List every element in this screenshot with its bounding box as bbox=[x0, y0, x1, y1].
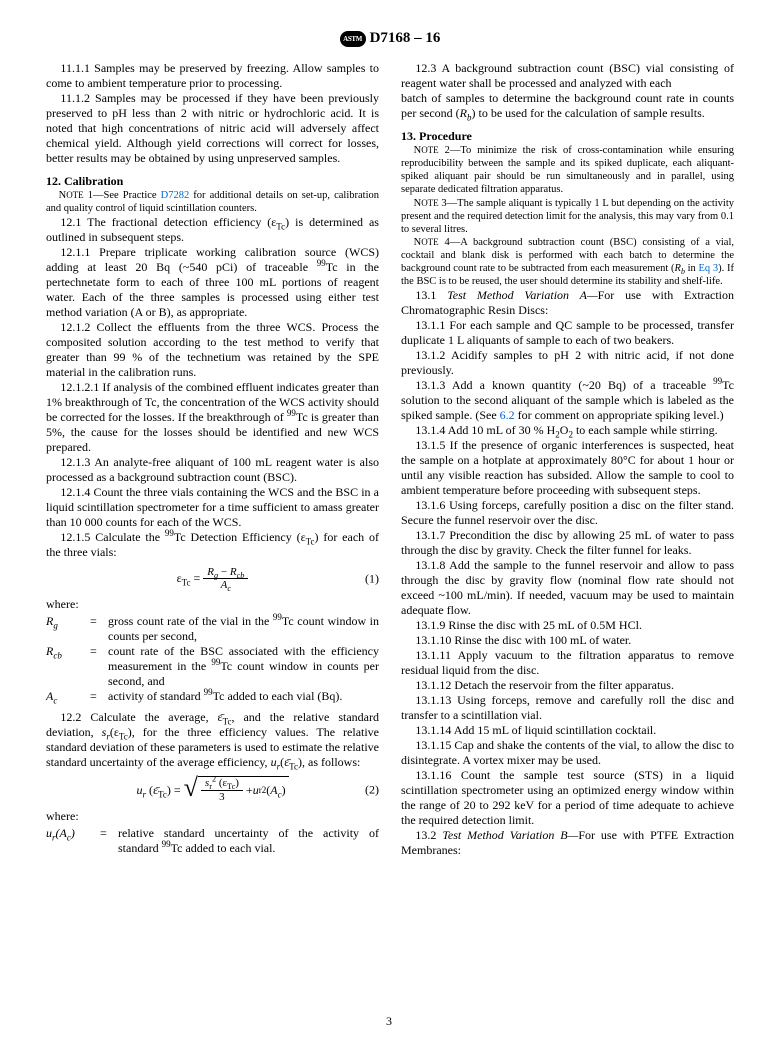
para-13-1-15: 13.1.15 Cap and shake the contents of th… bbox=[401, 738, 734, 768]
heading-12: 12. Calibration bbox=[46, 174, 379, 189]
note-1: NOTE 1—See Practice D7282 for additional… bbox=[46, 189, 379, 215]
para-11-1-2: 11.1.2 Samples may be processed if they … bbox=[46, 91, 379, 166]
varlist-2: ur(Ac)=relative standard uncertainty of … bbox=[46, 826, 379, 856]
para-13-1-7: 13.1.7 Precondition the disc by allowing… bbox=[401, 528, 734, 558]
para-13-1: 13.1 Test Method Variation A—For use wit… bbox=[401, 288, 734, 318]
astm-logo-icon: ASTM bbox=[340, 31, 366, 47]
para-12-1-5: 12.1.5 Calculate the 99Tc Detection Effi… bbox=[46, 530, 379, 560]
para-13-1-13: 13.1.13 Using forceps, remove and carefu… bbox=[401, 693, 734, 723]
body-columns: 11.1.1 Samples may be preserved by freez… bbox=[46, 61, 734, 860]
para-12-1-3: 12.1.3 An analyte-free aliquant of 100 m… bbox=[46, 455, 379, 485]
where-1: where: bbox=[46, 597, 379, 612]
para-12-1-2: 12.1.2 Collect the effluents from the th… bbox=[46, 320, 379, 380]
link-eq3[interactable]: Eq 3 bbox=[699, 263, 719, 274]
note-3: NOTE 3—The sample aliquant is typically … bbox=[401, 197, 734, 236]
page-number: 3 bbox=[0, 1014, 778, 1029]
para-13-1-16: 13.1.16 Count the sample test source (ST… bbox=[401, 768, 734, 828]
para-12-1: 12.1 The fractional detection efficiency… bbox=[46, 215, 379, 245]
para-13-1-5: 13.1.5 If the presence of organic interf… bbox=[401, 438, 734, 498]
equation-1: εTc = Rg − RcbAc (1) bbox=[46, 566, 379, 591]
para-13-1-8: 13.1.8 Add the sample to the funnel rese… bbox=[401, 558, 734, 618]
page-header: ASTM D7168 – 16 bbox=[46, 30, 734, 47]
para-13-1-11: 13.1.11 Apply vacuum to the filtration a… bbox=[401, 648, 734, 678]
eqnum-1: (1) bbox=[365, 571, 379, 586]
page: ASTM D7168 – 16 11.1.1 Samples may be pr… bbox=[0, 0, 778, 1041]
para-13-2: 13.2 Test Method Variation B—For use wit… bbox=[401, 828, 734, 858]
where-2: where: bbox=[46, 809, 379, 824]
note-2: NOTE 2—To minimize the risk of cross-con… bbox=[401, 144, 734, 197]
para-12-2: 12.2 Calculate the average, ε̄Tc, and th… bbox=[46, 710, 379, 770]
para-12-3a: 12.3 A background subtraction count (BSC… bbox=[401, 61, 734, 91]
para-12-1-2-1: 12.1.2.1 If analysis of the combined eff… bbox=[46, 380, 379, 455]
equation-2: ur (ε̄Tc) = √ sr2 (εTc)3 + ur2 (Ac) (2) bbox=[46, 776, 379, 802]
link-6-2[interactable]: 6.2 bbox=[500, 408, 515, 422]
para-12-1-1: 12.1.1 Prepare triplicate working calibr… bbox=[46, 245, 379, 320]
note-4: NOTE 4—A background subtraction count (B… bbox=[401, 236, 734, 289]
para-13-1-9: 13.1.9 Rinse the disc with 25 mL of 0.5M… bbox=[401, 618, 734, 633]
para-13-1-6: 13.1.6 Using forceps, carefully position… bbox=[401, 498, 734, 528]
para-13-1-4: 13.1.4 Add 10 mL of 30 % H2O2 to each sa… bbox=[401, 423, 734, 438]
para-13-1-14: 13.1.14 Add 15 mL of liquid scintillatio… bbox=[401, 723, 734, 738]
heading-13: 13. Procedure bbox=[401, 129, 734, 144]
doc-code: D7168 – 16 bbox=[370, 30, 441, 47]
link-d7282[interactable]: D7282 bbox=[161, 190, 190, 201]
varlist-1: Rg=gross count rate of the vial in the 9… bbox=[46, 614, 379, 704]
para-12-1-4: 12.1.4 Count the three vials containing … bbox=[46, 485, 379, 530]
para-12-3b: batch of samples to determine the backgr… bbox=[401, 91, 734, 121]
para-13-1-12: 13.1.12 Detach the reservoir from the fi… bbox=[401, 678, 734, 693]
para-13-1-1: 13.1.1 For each sample and QC sample to … bbox=[401, 318, 734, 348]
para-11-1-1: 11.1.1 Samples may be preserved by freez… bbox=[46, 61, 379, 91]
para-13-1-3: 13.1.3 Add a known quantity (~20 Bq) of … bbox=[401, 378, 734, 423]
para-13-1-2: 13.1.2 Acidify samples to pH 2 with nitr… bbox=[401, 348, 734, 378]
eqnum-2: (2) bbox=[365, 782, 379, 797]
para-13-1-10: 13.1.10 Rinse the disc with 100 mL of wa… bbox=[401, 633, 734, 648]
